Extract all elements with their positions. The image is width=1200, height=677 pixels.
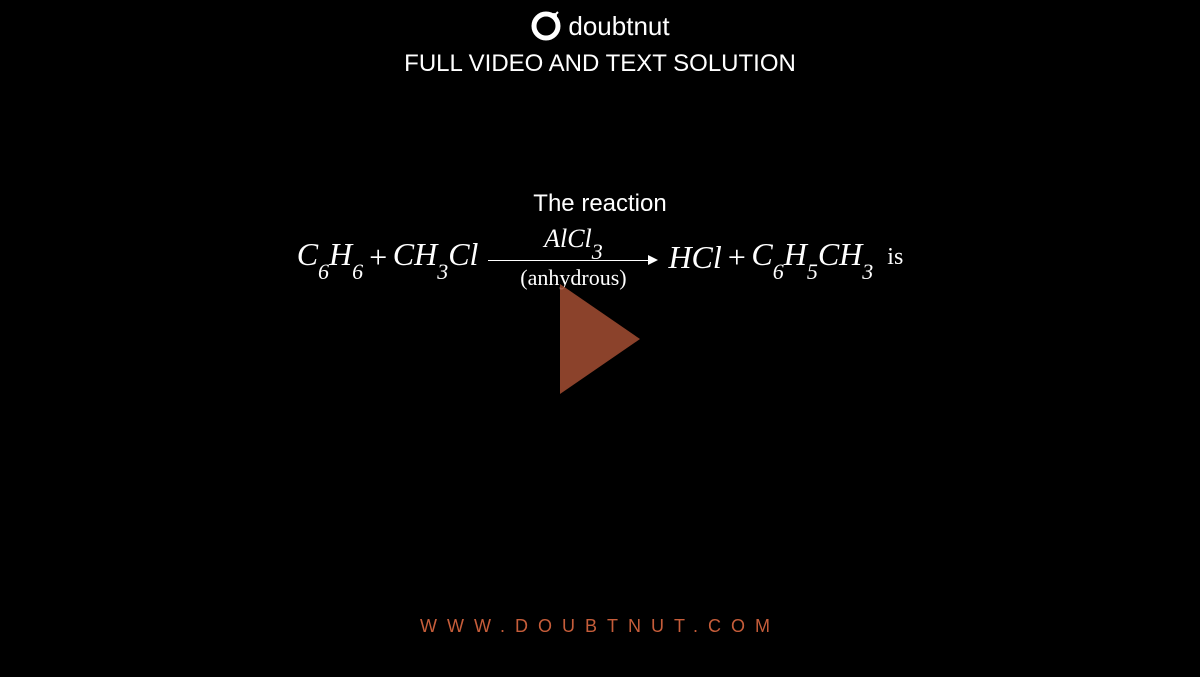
arrow-shaft (488, 260, 648, 261)
play-button[interactable] (560, 284, 640, 394)
product-2: C6H5CH3 (751, 236, 873, 278)
reactant-1: C6H6 (297, 236, 363, 278)
chemical-equation: C6H6 + CH3Cl AlCl3 (anhydrous) HCl + C6H… (0, 226, 1200, 289)
product-1: HCl (668, 239, 721, 276)
subtitle: FULL VIDEO AND TEXT SOLUTION (0, 50, 1200, 78)
reactant-2: CH3Cl (393, 236, 479, 278)
arrow-head (648, 255, 658, 265)
header: doubtnut FULL VIDEO AND TEXT SOLUTION (0, 0, 1200, 78)
plus-2: + (726, 239, 748, 276)
plus-1: + (367, 239, 389, 276)
logo-text: doubtnut (568, 11, 669, 42)
reaction-label: The reaction (0, 190, 1200, 218)
arrow-line (488, 255, 658, 265)
logo-icon (530, 10, 562, 42)
footer-url: WWW.DOUBTNUT.COM (0, 616, 1200, 637)
content-area: The reaction C6H6 + CH3Cl AlCl3 (anhydro… (0, 190, 1200, 289)
reaction-arrow: AlCl3 (anhydrous) (488, 226, 658, 289)
logo-container: doubtnut (0, 10, 1200, 42)
catalyst-label: AlCl3 (544, 226, 603, 257)
is-text: is (887, 244, 903, 271)
